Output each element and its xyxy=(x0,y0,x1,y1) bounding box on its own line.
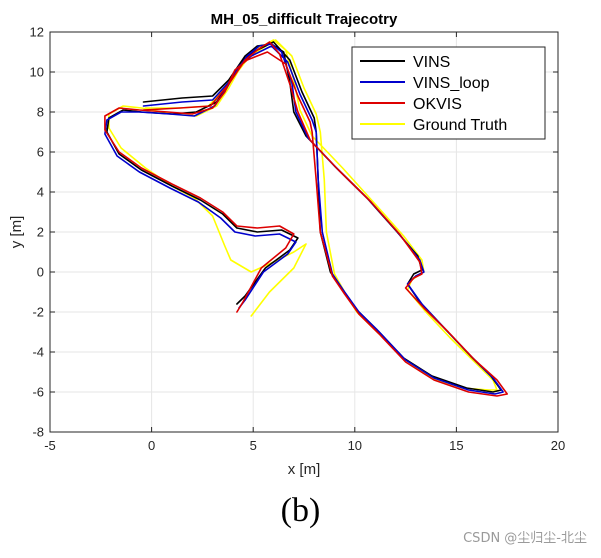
y-tick-label: 0 xyxy=(37,265,44,280)
y-tick-label: 10 xyxy=(30,65,44,80)
x-tick-label: 10 xyxy=(348,438,362,453)
series-line-okvis xyxy=(104,41,508,397)
x-tick-label: 5 xyxy=(250,438,257,453)
y-tick-label: -2 xyxy=(32,305,44,320)
x-tick-label: -5 xyxy=(44,438,56,453)
legend-label-ground-truth: Ground Truth xyxy=(413,117,507,134)
x-tick-label: 0 xyxy=(148,438,155,453)
axis-ticks: -5 0 5 10 15 20 -8 -6 -4 -2 0 2 4 6 8 10 12 xyxy=(30,25,566,454)
y-tick-label: 12 xyxy=(30,25,44,40)
y-tick-label: 6 xyxy=(37,145,44,160)
y-tick-label: -4 xyxy=(32,345,44,360)
y-axis-label: y [m] xyxy=(8,216,25,249)
y-tick-label: -8 xyxy=(32,425,44,440)
y-tick-label: -6 xyxy=(32,385,44,400)
watermark: CSDN @尘归尘-北尘 xyxy=(463,531,587,546)
legend-label-vins: VINS xyxy=(413,54,450,71)
figure-caption: (b) xyxy=(280,492,321,529)
x-axis-label: x [m] xyxy=(288,461,321,478)
chart-title: MH_05_difficult Trajecotry xyxy=(211,11,398,28)
legend-label-okvis: OKVIS xyxy=(413,96,462,113)
x-tick-label: 15 xyxy=(449,438,463,453)
trajectory-chart: -5 0 5 10 15 20 -8 -6 -4 -2 0 2 4 6 8 10 12 MH_05_diffic… xyxy=(8,11,566,478)
legend-label-vins-loop: VINS_loop xyxy=(413,75,490,92)
y-tick-label: 2 xyxy=(37,225,44,240)
x-tick-label: 20 xyxy=(551,438,565,453)
y-tick-label: 8 xyxy=(37,105,44,120)
series-line-vins xyxy=(106,41,502,393)
series-line-ground-truth xyxy=(108,39,498,391)
series-lines xyxy=(104,39,508,397)
legend: VINS VINS_loop OKVIS Ground Truth xyxy=(351,46,546,140)
y-tick-label: 4 xyxy=(37,185,44,200)
